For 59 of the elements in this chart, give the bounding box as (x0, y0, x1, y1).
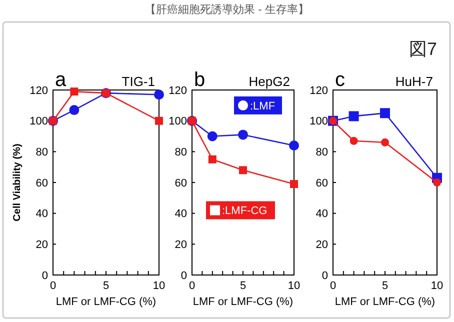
x-tick-label: 0 (330, 280, 336, 292)
y-tick-label: 80 (174, 146, 187, 159)
point (290, 180, 298, 188)
y-tick-label: 120 (310, 84, 328, 97)
x-tick-label: 0 (188, 280, 196, 292)
chart-title: c (335, 69, 345, 91)
chart-title: a (55, 69, 67, 91)
point (208, 155, 216, 164)
caption: 図7 (408, 39, 437, 59)
y-tick-label: 20 (174, 239, 187, 252)
x-tick-label: 5 (240, 280, 246, 292)
x-tick-label: 5 (102, 280, 110, 292)
chart-subtitle: TIG-1 (122, 74, 155, 89)
y-tick-label: 100 (310, 116, 328, 128)
point (155, 116, 163, 125)
point (433, 178, 441, 186)
x-axis-title: LMF or LMF-CG (%) (192, 296, 294, 308)
x-axis-title: LMF or LMF-CG (%) (334, 296, 436, 308)
y-tick-label: 120 (30, 84, 48, 97)
y-tick-label: 80 (36, 146, 48, 159)
y-tick-label: 0 (322, 270, 328, 282)
text: :LMF-CG (222, 205, 268, 218)
y-tick-label: 40 (36, 208, 48, 220)
y-tick-label: 0 (180, 270, 187, 282)
y-tick-label: 120 (168, 84, 187, 97)
point (239, 166, 247, 174)
chart-subtitle: HepG2 (248, 74, 290, 89)
y-tick-label: 20 (316, 239, 328, 252)
y-tick-label: 80 (316, 146, 328, 159)
y-tick-label: 40 (174, 208, 187, 220)
chart-title: b (194, 69, 206, 91)
y-tick-label: 100 (168, 116, 187, 128)
point (381, 138, 389, 146)
x-axis-title: LMF or LMF-CG (%) (56, 296, 156, 308)
y-tick-label: 60 (36, 177, 48, 190)
point (207, 131, 218, 142)
y-tick-label: 60 (316, 177, 328, 190)
y-tick-label: 60 (174, 177, 187, 190)
chart-subtitle: HuH-7 (395, 74, 433, 89)
series-label: :LMF (250, 100, 276, 112)
point (69, 105, 80, 116)
point (380, 108, 390, 118)
y-tick-label: 100 (30, 116, 48, 128)
x-tick-label: 10 (430, 280, 444, 292)
text: 【肝癌細胞死誘導効果 - 生存率】 (145, 3, 309, 16)
x-tick-label: 10 (288, 280, 300, 292)
y-axis-title: Cell Viability (%) (12, 144, 23, 222)
point (348, 111, 359, 122)
y-tick-label: 40 (316, 208, 328, 220)
x-tick-label: 10 (152, 280, 166, 292)
point (289, 140, 299, 150)
x-tick-label: 0 (50, 280, 56, 292)
point (70, 88, 78, 96)
point (154, 90, 164, 100)
y-tick-label: 0 (42, 270, 48, 282)
point (350, 136, 358, 145)
y-tick-label: 20 (36, 239, 48, 252)
point (238, 130, 248, 140)
x-tick-label: 5 (382, 280, 388, 292)
